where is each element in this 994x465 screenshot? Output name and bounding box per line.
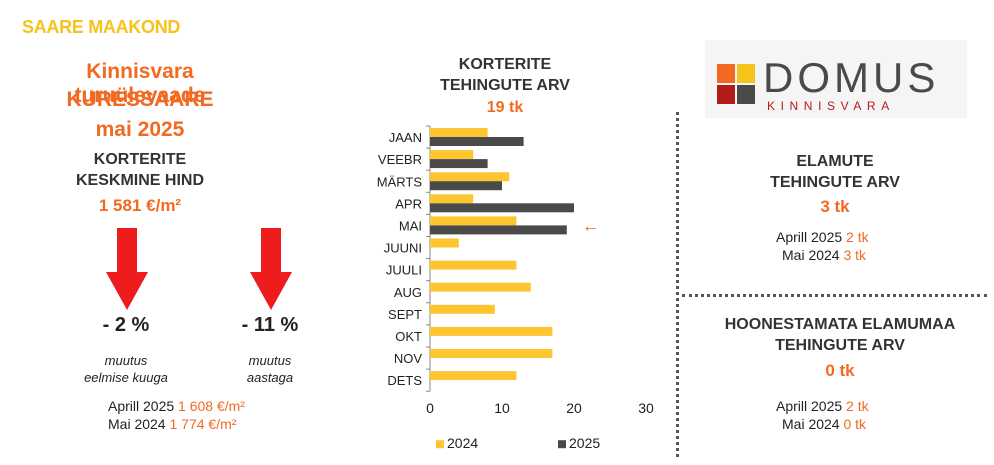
region-title: SAARE MAAKOND — [22, 17, 181, 37]
compare-label: Mai 2024 — [782, 247, 840, 263]
category-label: NOV — [394, 351, 423, 366]
land-compare-1: Aprill 2025 2 tk — [776, 398, 869, 414]
category-label: JUULI — [386, 263, 422, 278]
bar-2024-NOV — [430, 349, 553, 358]
report-title: Kinnisvara turuülevaade — [74, 60, 206, 107]
domus-logo-mark: DOMUS KINNISVARA — [717, 54, 939, 113]
category-label: MAI — [399, 218, 422, 233]
bar-2024-JAAN — [430, 128, 488, 137]
legend-swatch-2024 — [436, 440, 444, 449]
bar-2024-DETS — [430, 371, 517, 381]
apartments-value: 19 tk — [486, 99, 524, 116]
bar-2024-MÄRTS — [430, 172, 510, 182]
category-label: SEPT — [388, 307, 422, 322]
land-compare-2: Mai 2024 0 tk — [782, 416, 866, 432]
bar-2025-VEEBR — [430, 159, 488, 169]
logo-name: DOMUS — [763, 54, 939, 101]
month-note-line-2: eelmise kuuga — [84, 370, 168, 385]
month-note-line-1: muutus — [104, 353, 148, 368]
bar-2025-APR — [430, 203, 574, 213]
category-label: MÄRTS — [377, 174, 423, 189]
compare-label: Aprill 2025 — [776, 229, 843, 245]
legend-label-2024: 2024 — [447, 435, 478, 451]
apartments-title-1: KORTERITE — [458, 56, 552, 73]
land-value: 0 tk — [825, 361, 855, 380]
houses-compare-2: Mai 2024 3 tk — [782, 247, 866, 263]
logo-square-yellow — [737, 64, 755, 83]
down-arrow-icon — [250, 228, 292, 310]
bar-2024-MAI — [430, 216, 517, 226]
apartments-title-2: TEHINGUTE ARV — [440, 77, 570, 94]
vertical-divider — [676, 112, 679, 457]
houses-title-1: ELAMUTE — [796, 153, 874, 170]
bar-2024-APR — [430, 194, 474, 204]
apartments-bar-chart: JAAN VEEBR MÄRTS APR MAI ← JUUNI JUULI AUG SEPT OK… — [377, 125, 654, 451]
compare-label: Aprill 2025 — [776, 398, 843, 414]
avg-price-compare-1: Aprill 2025 1 608 €/m² — [108, 398, 245, 414]
compare-label: Mai 2024 — [782, 416, 840, 432]
year-note-line-2: aastaga — [246, 370, 294, 385]
legend-swatch-2025 — [558, 440, 566, 449]
houses-title-2: TEHINGUTE ARV — [770, 174, 900, 191]
bar-2024-AUG — [430, 282, 531, 292]
bar-2024-JUULI — [430, 260, 517, 270]
compare-value: 1 774 €/m² — [169, 416, 237, 432]
period-title: mai 2025 — [95, 118, 185, 141]
bar-2025-MÄRTS — [430, 181, 502, 191]
logo-sub: KINNISVARA — [767, 99, 895, 113]
houses-compare-1: Aprill 2025 2 tk — [776, 229, 869, 245]
month-change-note: muutus eelmise kuuga — [56, 352, 196, 386]
x-tick-label: 0 — [426, 400, 434, 416]
x-tick-label: 30 — [638, 400, 654, 416]
compare-value: 2 tk — [846, 398, 869, 414]
category-label: JUUNI — [384, 241, 422, 256]
city-title: KURESSAARE — [66, 88, 214, 111]
month-change-percent: - 2 % — [102, 314, 150, 336]
logo-square-red — [717, 85, 735, 104]
logo-square-grey — [737, 85, 755, 104]
x-tick-label: 10 — [494, 400, 510, 416]
bar-2025-JAAN — [430, 137, 524, 146]
houses-value: 3 tk — [820, 197, 850, 216]
avg-price-label-2: KESKMINE HIND — [75, 172, 204, 189]
year-note-line-1: muutus — [248, 353, 292, 368]
compare-label: Aprill 2025 — [108, 398, 175, 414]
avg-price-value: 1 581 €/m² — [98, 196, 182, 215]
annotation-arrow: ← — [582, 215, 600, 235]
bar-2024-VEEBR — [430, 150, 474, 160]
land-title-1: HOONESTAMATA ELAMUMAA — [724, 316, 956, 333]
compare-value: 2 tk — [846, 229, 869, 245]
horizontal-divider — [682, 294, 987, 297]
year-change-percent: - 11 % — [241, 314, 299, 336]
category-label: APR — [395, 196, 422, 211]
category-label: JAAN — [389, 130, 422, 145]
land-title-2: TEHINGUTE ARV — [775, 337, 905, 354]
compare-label: Mai 2024 — [108, 416, 166, 432]
category-label: VEEBR — [378, 152, 422, 167]
legend-label-2025: 2025 — [569, 435, 600, 451]
compare-value: 3 tk — [843, 247, 867, 263]
bar-2024-JUUNI — [430, 238, 459, 248]
domus-logo: DOMUS KINNISVARA — [705, 40, 967, 118]
category-label: AUG — [394, 285, 422, 300]
category-label: OKT — [395, 329, 422, 344]
compare-value: 1 608 €/m² — [178, 398, 245, 414]
year-change-note: muutus aastaga — [200, 352, 340, 386]
compare-value: 0 tk — [843, 416, 867, 432]
bar-2024-SEPT — [430, 304, 495, 314]
category-label: DETS — [387, 373, 422, 388]
down-arrow-icon — [106, 228, 148, 310]
bar-2025-MAI — [430, 225, 567, 235]
logo-square-orange — [717, 64, 735, 83]
bar-2024-OKT — [430, 326, 553, 336]
avg-price-label-1: KORTERITE — [93, 151, 187, 168]
avg-price-compare-2: Mai 2024 1 774 €/m² — [108, 416, 236, 432]
x-tick-label: 20 — [566, 400, 582, 416]
